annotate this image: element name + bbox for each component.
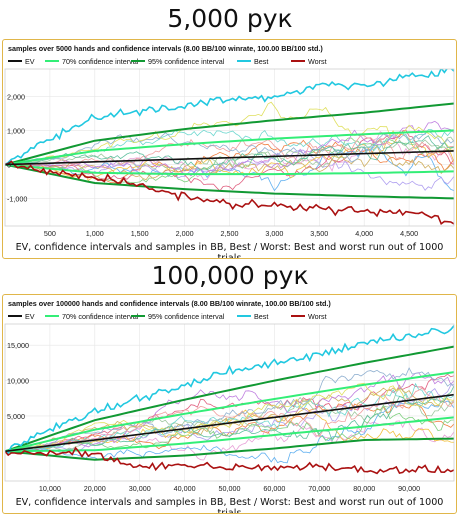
top-chart: samples over 5000 hands and confidence i… [4,44,455,238]
sample-run-line [5,145,454,181]
legend-label: 70% confidence interval [62,312,139,321]
x-tick-label: 70,000 [308,484,330,493]
plot-frame [4,68,455,227]
sample-run-line [5,135,454,171]
legend-label: EV [25,57,35,66]
sample-run-line [5,372,454,452]
y-tick-label: -1,000 [7,195,27,204]
plot-frame [4,323,455,482]
best-run-line [5,325,454,455]
x-tick-label: 90,000 [398,484,420,493]
x-tick-label: 60,000 [263,484,285,493]
top-heading: 5,000 рук [167,4,293,33]
plot-area [5,69,454,226]
sample-run-line [5,382,454,452]
bottom-chart: samples over 100000 hands and confidence… [4,299,455,493]
ci70-line [5,371,454,453]
x-tick-label: 3,500 [310,229,328,238]
legend-label: 95% confidence interval [148,57,225,66]
x-tick-label: 20,000 [84,484,106,493]
ci95-line [5,102,454,166]
x-tick-label: 10,000 [39,484,61,493]
x-tick-label: 4,500 [400,229,418,238]
ci70-line [5,416,454,453]
sample-run-line [5,388,454,452]
worst-run-line [5,446,454,475]
ev-line [5,150,454,166]
chart-title: samples over 5000 hands and confidence i… [8,44,323,53]
best-run-line [5,69,454,166]
x-tick-label: 1,500 [131,229,149,238]
ci70-line [5,163,454,176]
legend-label: Worst [308,57,327,66]
x-tick-label: 40,000 [174,484,196,493]
legend-label: Best [254,312,268,321]
x-tick-label: 50,000 [219,484,241,493]
worst-run-line [5,160,454,226]
x-tick-label: 4,000 [355,229,373,238]
x-tick-label: 80,000 [353,484,375,493]
y-tick-label: 10,000 [7,377,29,386]
sample-run-line [5,120,454,177]
y-tick-label: 15,000 [7,341,29,350]
sample-run-line [5,129,454,165]
legend-label: Best [254,57,268,66]
sample-run-line [5,130,454,165]
y-tick-label: 1,000 [7,126,25,135]
bottom-chart-caption: EV, confidence intervals and samples in … [15,497,444,514]
legend-label: Worst [308,312,327,321]
chart-title: samples over 100000 hands and confidence… [8,299,331,308]
x-tick-label: 3,000 [265,229,283,238]
y-tick-label: 2,000 [7,92,25,101]
x-tick-label: 500 [44,229,56,238]
x-tick-label: 1,000 [86,229,104,238]
sample-run-line [5,387,454,452]
bottom-heading: 100,000 рук [151,261,309,290]
ev-line [5,393,454,453]
legend-label: 95% confidence interval [148,312,225,321]
y-tick-label: 0 [7,161,11,170]
ci95-line [5,163,454,200]
plot-area [5,325,454,475]
top-chart-panel: samples over 5000 hands and confidence i… [2,39,457,259]
x-tick-label: 2,000 [176,229,194,238]
legend-label: 70% confidence interval [62,57,139,66]
ci95-line [5,345,454,453]
x-tick-label: 30,000 [129,484,151,493]
sample-run-line [5,136,454,171]
x-tick-label: 2,500 [221,229,239,238]
bottom-chart-panel: samples over 100000 hands and confidence… [2,294,457,514]
top-chart-caption: EV, confidence intervals and samples in … [15,242,444,259]
ci70-line [5,129,454,166]
y-tick-label: 5,000 [7,412,25,421]
ci95-line [5,437,454,461]
sample-run-line [5,101,454,165]
legend-label: EV [25,312,35,321]
